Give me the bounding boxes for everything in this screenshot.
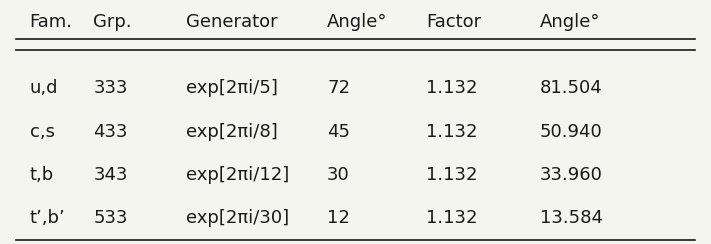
Text: 433: 433: [93, 123, 128, 141]
Text: exp[2πi/30]: exp[2πi/30]: [186, 210, 289, 227]
Text: t,b: t,b: [30, 166, 54, 184]
Text: Factor: Factor: [427, 13, 481, 31]
Text: 12: 12: [327, 210, 350, 227]
Text: 533: 533: [93, 210, 128, 227]
Text: exp[2πi/8]: exp[2πi/8]: [186, 123, 277, 141]
Text: exp[2πi/12]: exp[2πi/12]: [186, 166, 289, 184]
Text: 45: 45: [327, 123, 351, 141]
Text: 33.960: 33.960: [540, 166, 602, 184]
Text: 30: 30: [327, 166, 350, 184]
Text: Fam.: Fam.: [30, 13, 73, 31]
Text: 343: 343: [93, 166, 128, 184]
Text: c,s: c,s: [30, 123, 55, 141]
Text: 1.132: 1.132: [427, 166, 478, 184]
Text: 72: 72: [327, 79, 351, 97]
Text: 50.940: 50.940: [540, 123, 602, 141]
Text: 1.132: 1.132: [427, 79, 478, 97]
Text: 1.132: 1.132: [427, 210, 478, 227]
Text: 81.504: 81.504: [540, 79, 602, 97]
Text: Angle°: Angle°: [540, 13, 600, 31]
Text: 333: 333: [93, 79, 128, 97]
Text: exp[2πi/5]: exp[2πi/5]: [186, 79, 277, 97]
Text: 13.584: 13.584: [540, 210, 603, 227]
Text: Grp.: Grp.: [93, 13, 132, 31]
Text: Generator: Generator: [186, 13, 277, 31]
Text: 1.132: 1.132: [427, 123, 478, 141]
Text: t’,b’: t’,b’: [30, 210, 65, 227]
Text: Angle°: Angle°: [327, 13, 387, 31]
Text: u,d: u,d: [30, 79, 58, 97]
